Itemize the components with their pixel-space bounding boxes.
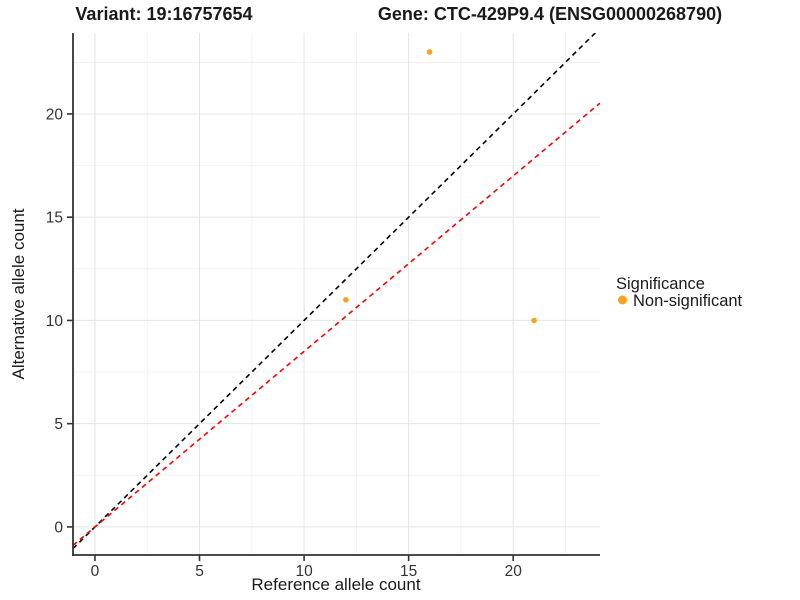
data-point — [531, 317, 537, 324]
y-axis-label: Alternative allele count — [9, 208, 28, 379]
legend-title: Significance — [616, 275, 705, 293]
y-tick-label: 20 — [46, 106, 64, 123]
data-point — [343, 296, 349, 303]
expected-ratio-line — [73, 102, 600, 546]
y-tick-label: 10 — [46, 313, 64, 330]
reference-lines — [73, 33, 600, 550]
data-points — [343, 49, 537, 324]
y-tick-label: 15 — [46, 210, 63, 227]
legend: Significance Non-significant — [616, 275, 743, 310]
x-tick-label: 15 — [400, 563, 417, 580]
x-tick-label: 5 — [195, 563, 204, 580]
plot-title-variant: Variant: 19:16757654 — [75, 4, 252, 24]
x-axis-label: Reference allele count — [251, 575, 420, 594]
tick-labels: 0 5 10 15 20 0 5 10 15 20 — [46, 106, 522, 580]
legend-point-icon — [618, 295, 627, 305]
identity-line — [73, 33, 597, 550]
data-point — [426, 49, 433, 55]
x-tick-label: 10 — [295, 563, 313, 580]
axes — [67, 33, 600, 561]
y-tick-label: 0 — [54, 519, 63, 536]
x-tick-label: 0 — [91, 563, 100, 580]
x-tick-label: 20 — [505, 563, 523, 580]
legend-item-label: Non-significant — [633, 292, 743, 310]
gridlines — [73, 33, 600, 555]
plot-title-gene: Gene: CTC-429P9.4 (ENSG00000268790) — [378, 4, 722, 24]
y-tick-label: 5 — [54, 416, 63, 433]
